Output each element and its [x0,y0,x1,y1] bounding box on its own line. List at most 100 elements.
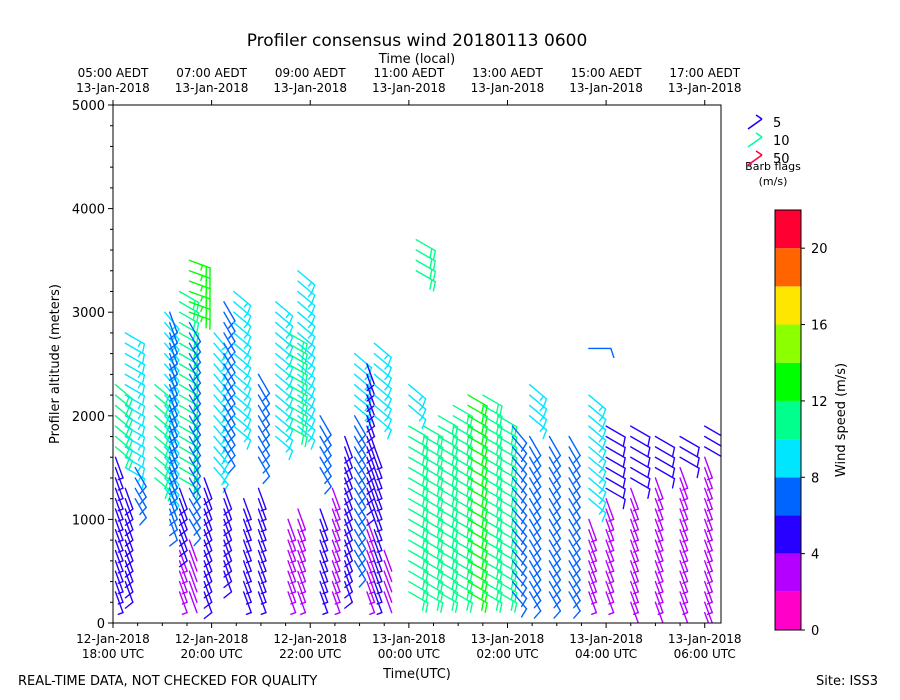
barb-staff [223,508,233,531]
barb-staff [331,539,341,562]
x-tick-time: 20:00 UTC [181,647,243,661]
barb-flag [193,517,202,526]
wind-barb [548,560,562,588]
wind-barb [297,560,307,584]
barb-half-flag [590,560,598,564]
barb-staff [344,435,353,458]
wind-barb [319,591,329,616]
barb-staff [287,591,297,614]
barb-staff [287,580,297,603]
barb-staff [188,332,202,353]
barb-half-flag [657,580,664,584]
legend-barb-flag [755,150,763,156]
top-tick-date: 13-Jan-2018 [76,81,150,95]
barb-half-flag [117,487,124,491]
barb-staff [679,518,689,541]
wind-barb [630,549,639,574]
barb-staff [297,508,307,531]
barb-flag [246,367,252,378]
wind-barb [704,518,713,543]
wind-barb [344,487,353,516]
barb-staff [178,487,188,510]
barb-staff [188,404,202,426]
barb-flag [304,343,308,354]
barb-staff [511,425,528,444]
barb-half-flag [334,580,341,584]
barb-staff [114,580,124,603]
wind-barb [287,425,308,448]
wind-barb [114,497,124,522]
barb-half-flag [334,549,341,553]
wind-barb [654,435,676,458]
barb-half-flag [181,611,188,616]
top-tick-date: 13-Jan-2018 [372,81,446,95]
barb-flag [192,299,196,311]
wind-barb [366,497,376,526]
wind-barb [169,477,178,506]
top-tick-date: 13-Jan-2018 [569,81,643,95]
wind-barb [704,601,713,623]
barb-flag [514,602,518,613]
barb-flag [387,367,392,378]
barb-flag [246,398,252,409]
wind-barb [408,477,429,499]
colorbar-bin [775,286,801,325]
wind-barb [630,539,639,564]
wind-barb [344,446,353,475]
barb-flag [553,527,562,536]
wind-barb [679,549,689,574]
barb-half-flag [608,539,615,543]
barb-half-flag [221,449,227,455]
barb-half-flag [682,539,689,543]
wind-barb [408,529,429,551]
barb-staff [188,425,202,446]
barb-flag [514,529,518,541]
wind-barb [511,580,528,608]
barb-staff [124,332,146,345]
wind-barb [654,529,664,553]
barb-flag [141,415,146,427]
barb-staff [124,580,134,603]
barb-staff [511,456,528,475]
barb-staff [679,477,689,500]
barb-half-flag [322,560,329,564]
wind-barb [548,591,562,619]
barb-staff [287,529,297,552]
barb-half-flag [260,529,267,533]
wind-barb [654,487,664,512]
barb-flag [520,483,528,494]
wind-barb [257,425,271,454]
barb-flag [520,535,528,546]
barb-flag [533,589,542,599]
barb-half-flag [608,570,615,574]
barb-half-flag [376,570,383,574]
barb-staff [383,591,393,614]
barb-staff [124,384,146,397]
barb-staff [188,363,202,384]
wind-barb [568,508,581,536]
wind-barb [213,456,229,483]
barb-flag [223,591,233,599]
barb-staff [366,456,376,479]
wind-barb [223,549,233,578]
barb-flag [553,548,562,557]
barb-half-flag [260,611,267,616]
barb-flag [222,390,229,400]
barb-flag [514,591,518,603]
barb-staff [344,497,353,521]
wind-barb [169,332,178,361]
barb-staff [630,529,639,552]
barb-staff [242,539,252,562]
wind-barb [287,560,297,584]
barb-flag [432,249,437,261]
barb-staff [203,497,213,521]
wind-barb [605,518,615,543]
wind-barb [588,591,598,616]
barb-flag [514,519,518,531]
barb-staff [188,394,202,415]
barb-flag [358,454,367,464]
barb-flag [178,560,188,568]
barb-flag [304,436,308,448]
wind-barb [319,539,329,564]
barb-staff [353,446,367,467]
